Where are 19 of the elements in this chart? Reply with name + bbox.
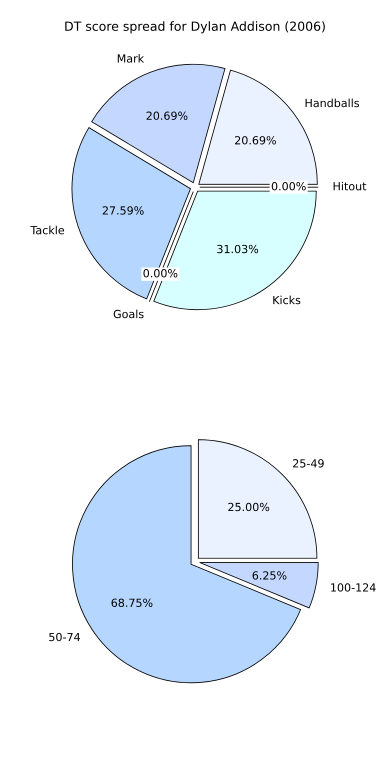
- data-label: 25.00%: [228, 502, 270, 512]
- category-label: Goals: [114, 310, 144, 318]
- slice-label: Mark: [118, 54, 144, 63]
- slice-label: 100-124: [331, 583, 376, 592]
- data-label: 68.75%: [112, 598, 152, 607]
- data-label: 20.69%: [235, 136, 276, 145]
- slice-label: Handballs: [306, 98, 360, 108]
- data-label: 27.59%: [102, 206, 144, 215]
- data-label: 31.03%: [217, 244, 258, 254]
- text: 0.00%: [272, 182, 306, 190]
- slice-label: Kicks: [273, 296, 300, 304]
- text: 0.00%: [143, 269, 178, 278]
- slice-label: Tackle: [30, 226, 64, 234]
- slice-label: 25-49: [293, 459, 324, 468]
- data-label: 20.69%: [146, 112, 188, 120]
- chart-title: DT score spread for Dylan Addison (2006): [65, 21, 325, 34]
- legend-label: Hitout: [334, 182, 366, 190]
- data-label: 6.25%: [252, 571, 286, 580]
- slice-label: 50-74: [49, 632, 80, 642]
